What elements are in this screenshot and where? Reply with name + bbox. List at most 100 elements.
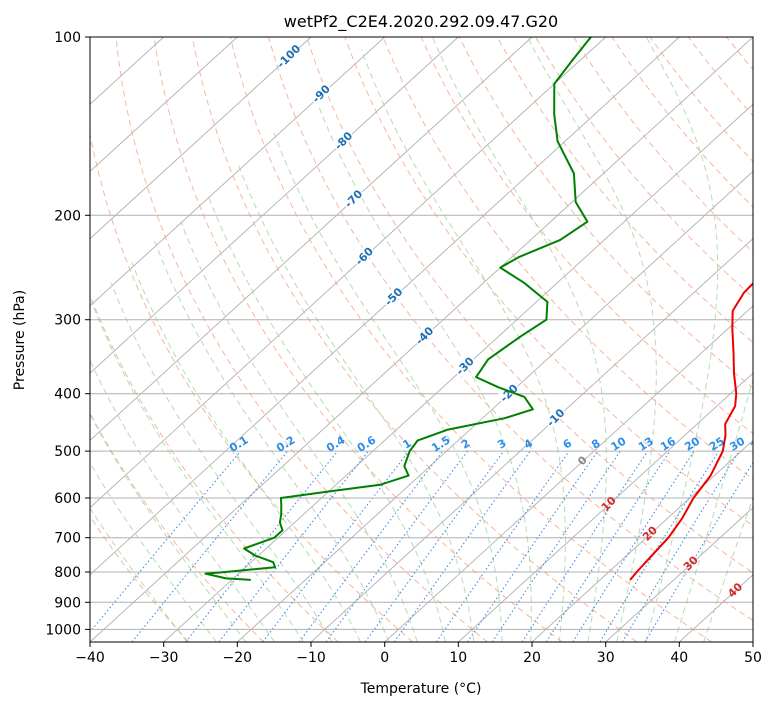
x-tick-label: 20 — [523, 650, 541, 666]
moist-adiabat-line — [180, 221, 418, 642]
dry-adiabat-line — [535, 37, 753, 298]
isotherm-label-bg — [340, 185, 365, 211]
dry-adiabat-line — [229, 37, 712, 642]
pressure-grid — [90, 37, 753, 630]
x-tick-label: −10 — [296, 650, 326, 666]
y-tick-label: 500 — [54, 444, 81, 460]
x-tick-label: 0 — [380, 650, 389, 666]
isotherm-line — [90, 37, 386, 307]
mixing-ratio-line — [467, 450, 599, 642]
isotherm-line — [90, 37, 238, 173]
x-tick-label: 50 — [744, 650, 762, 666]
chart-title: wetPf2_C2E4.2020.292.09.47.G20 — [284, 12, 558, 32]
dry-adiabat-line — [90, 412, 264, 642]
mixing-ratio-line — [131, 450, 289, 642]
x-tick-label: −30 — [149, 650, 179, 666]
moist-adiabat-line — [207, 195, 446, 642]
y-tick-label: 100 — [54, 30, 81, 46]
isotherm-line — [163, 103, 753, 642]
x-tick-label: −20 — [223, 650, 253, 666]
x-axis-title: Temperature (°C) — [360, 681, 482, 697]
mixing-ratio-line — [521, 450, 649, 642]
mixing-ratio-line — [491, 450, 621, 642]
y-tick-label: 1000 — [45, 622, 81, 638]
mixing-ratio-line — [262, 450, 410, 642]
dry-adiabat-line — [90, 131, 414, 642]
moist-adiabat-line — [110, 282, 333, 642]
profile-series — [204, 37, 753, 581]
moist-adiabat-line — [645, 37, 719, 642]
isotherm-line — [310, 238, 753, 642]
moist-adiabat-line — [360, 49, 566, 642]
mixing-ratio-line — [325, 450, 468, 642]
isotherm-line — [384, 305, 753, 642]
mixing-ratio-line — [364, 450, 505, 642]
y-axis-title: Pressure (hPa) — [12, 290, 28, 390]
dewpoint-profile-line — [204, 37, 592, 581]
mixing-ratio-line — [545, 450, 671, 642]
isotherm-line — [90, 37, 680, 576]
dry-adiabat-line — [268, 37, 753, 622]
moist-adiabat-line — [90, 461, 217, 642]
isotherm-line — [90, 37, 312, 240]
isotherm-label-bg — [330, 127, 355, 152]
mixing-ratio-line — [298, 450, 444, 642]
moist-adiabat-line — [238, 165, 475, 642]
y-tick-label: 700 — [54, 531, 81, 547]
moist-adiabat-line — [153, 239, 390, 642]
x-tick-label: −40 — [75, 650, 105, 666]
isotherm-line — [605, 506, 753, 642]
plot-frame — [89, 36, 754, 643]
y-tick-label: 200 — [54, 208, 81, 224]
isotherm-label-bg — [380, 283, 405, 308]
moist-adiabat-line — [91, 301, 304, 642]
mixing-ratio-line — [393, 450, 531, 642]
moist-adiabat-line — [273, 132, 503, 642]
moist-adiabat-line — [527, 37, 657, 642]
moist-adiabat-line — [313, 94, 532, 642]
dry-adiabat-line — [191, 37, 638, 642]
x-tick-label: 10 — [449, 650, 467, 666]
y-tick-label: 900 — [54, 595, 81, 611]
mixing-ratio-line — [572, 450, 695, 642]
isotherm-line — [752, 641, 753, 642]
dry-adiabat-line — [765, 37, 775, 642]
isotherm-line — [236, 170, 753, 642]
isotherm-label-bg — [542, 404, 567, 429]
mixing-ratio-label: 36 — [748, 434, 768, 453]
isotherm-line — [531, 439, 753, 642]
moist-adiabat-line — [90, 358, 276, 642]
x-tick-label: 40 — [670, 650, 688, 666]
dry-adiabat-line — [306, 37, 753, 574]
isotherm-label-bg — [496, 380, 521, 405]
dry-adiabat-line — [344, 37, 753, 527]
temperature-profile-line — [629, 282, 753, 581]
moist-adiabat-line — [131, 262, 362, 642]
isotherm-label-bg — [452, 353, 477, 378]
moist-adiabat-line — [432, 37, 607, 642]
dry-adiabat-line — [115, 37, 488, 642]
moist-adiabat-line — [674, 377, 753, 642]
dry-adiabat-line — [496, 37, 753, 344]
x-axis-ticks: −40 −30 −20 −10 0 10 20 30 40 50 — [75, 642, 762, 666]
dry-adiabat-line — [153, 37, 563, 642]
y-tick-label: 800 — [54, 565, 81, 581]
x-tick-label: 30 — [597, 650, 615, 666]
background-lines — [90, 37, 775, 642]
dry-adiabat-line — [90, 515, 190, 642]
y-tick-label: 300 — [54, 313, 81, 329]
isotherm-line — [457, 372, 753, 642]
mixing-ratio-line — [435, 450, 570, 642]
isotherm-label-bg — [275, 43, 300, 68]
y-tick-label: 600 — [54, 491, 81, 507]
mixing-ratio-line — [90, 450, 242, 633]
isotherm-line — [90, 37, 533, 441]
isotherm-label-bg — [351, 243, 376, 268]
isotherm-label-bg — [308, 80, 333, 106]
mixing-ratio-line — [621, 450, 740, 642]
dry-adiabat-line — [382, 37, 753, 481]
isotherm-label-bg — [411, 322, 436, 347]
isotherm-line — [90, 37, 607, 509]
y-tick-label: 400 — [54, 387, 81, 403]
